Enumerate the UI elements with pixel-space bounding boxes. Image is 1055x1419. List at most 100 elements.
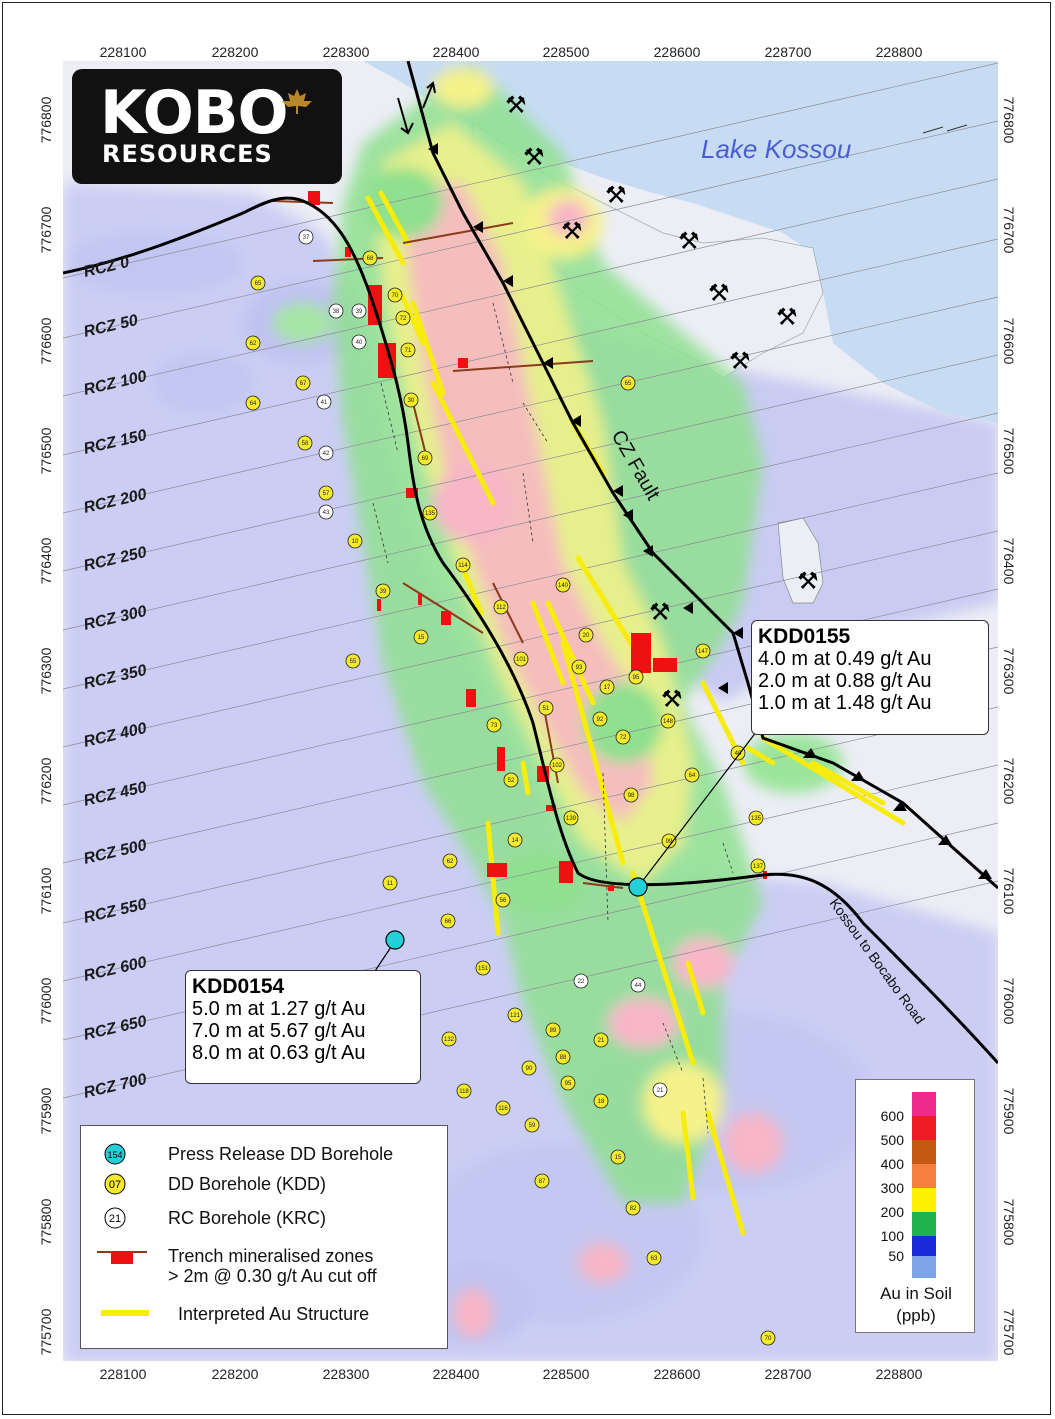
dd-borehole-marker[interactable]: 39 xyxy=(375,583,391,599)
rc-borehole-marker[interactable]: 44 xyxy=(630,977,646,993)
dd-borehole-circle xyxy=(507,1007,523,1023)
dd-borehole-marker[interactable]: 135 xyxy=(748,810,764,826)
rc-borehole-marker[interactable]: 42 xyxy=(318,445,334,461)
dd-borehole-marker[interactable]: 21 xyxy=(593,1032,609,1048)
lake-label: Lake Kossou xyxy=(701,134,851,164)
dd-borehole-marker[interactable]: 10 xyxy=(347,533,363,549)
rc-borehole-marker[interactable]: 43 xyxy=(318,504,334,520)
dd-borehole-marker[interactable]: 55 xyxy=(345,653,361,669)
dd-borehole-marker[interactable]: 62 xyxy=(245,335,261,351)
dd-borehole-marker[interactable]: 116 xyxy=(495,1100,511,1116)
dd-borehole-marker[interactable]: 135 xyxy=(422,505,438,521)
y-tick: 776200 xyxy=(1001,758,1017,805)
dd-borehole-marker[interactable]: 118 xyxy=(456,1083,472,1099)
dd-borehole-label: 20 xyxy=(583,633,590,639)
dd-borehole-marker[interactable]: 151 xyxy=(475,960,491,976)
dd-borehole-marker[interactable]: 139 xyxy=(563,810,579,826)
dd-borehole-marker[interactable]: 137 xyxy=(750,858,766,874)
dd-borehole-marker[interactable]: 89 xyxy=(545,1022,561,1038)
dd-borehole-marker[interactable]: 17 xyxy=(599,679,615,695)
dd-borehole-marker[interactable]: 147 xyxy=(695,643,711,659)
dd-borehole-label: 51 xyxy=(543,706,550,712)
dd-borehole-marker[interactable]: 67 xyxy=(295,375,311,391)
dd-borehole-marker[interactable]: 51 xyxy=(538,700,554,716)
dd-borehole-marker[interactable]: 132 xyxy=(441,1031,457,1047)
dd-borehole-marker[interactable]: 63 xyxy=(646,1250,662,1266)
dd-borehole-circle xyxy=(571,659,587,675)
dd-borehole-marker[interactable]: 68 xyxy=(362,250,378,266)
dd-borehole-marker[interactable]: 101 xyxy=(513,651,529,667)
dd-borehole-marker[interactable]: 57 xyxy=(318,485,334,501)
rc-borehole-marker[interactable]: 40 xyxy=(351,334,367,350)
dd-borehole-marker[interactable]: 70 xyxy=(387,287,403,303)
dd-borehole-marker[interactable]: 14 xyxy=(507,832,523,848)
x-axis-bottom: 228100 228200 228300 228400 228500 22860… xyxy=(100,1366,923,1382)
dd-borehole-marker[interactable]: 59 xyxy=(524,1117,540,1133)
dd-borehole-circle xyxy=(760,1330,776,1346)
dd-borehole-label: 93 xyxy=(576,665,583,671)
dd-borehole-marker[interactable]: 95 xyxy=(560,1075,576,1091)
dd-borehole-marker[interactable]: 112 xyxy=(493,599,509,615)
dd-borehole-marker[interactable]: 140 xyxy=(555,577,571,593)
rc-borehole-label: 37 xyxy=(303,235,310,241)
dd-borehole-marker[interactable]: 73 xyxy=(486,717,502,733)
rc-borehole-marker[interactable]: 37 xyxy=(298,229,314,245)
mine-symbols: ⚒ ⚒ ⚒ ⚒ ⚒ ⚒ ⚒ ⚒ ⚒ ⚒ ⚒ xyxy=(505,92,819,713)
dd-borehole-label: 82 xyxy=(630,1206,637,1212)
dd-borehole-marker[interactable]: 15 xyxy=(610,1149,626,1165)
dd-borehole-marker[interactable]: 64 xyxy=(684,767,700,783)
dd-borehole-marker[interactable]: 62 xyxy=(442,853,458,869)
dd-borehole-marker[interactable]: 65 xyxy=(250,275,266,291)
dd-borehole-marker[interactable]: 87 xyxy=(534,1173,550,1189)
dd-borehole-marker[interactable]: 30 xyxy=(403,392,419,408)
x-tick: 228500 xyxy=(543,1366,590,1382)
dd-borehole-marker[interactable]: 56 xyxy=(495,892,511,908)
dd-borehole-circle xyxy=(684,767,700,783)
rc-borehole-marker[interactable]: 21 xyxy=(652,1082,668,1098)
dd-borehole-marker[interactable]: 11 xyxy=(382,875,398,891)
dd-borehole-marker[interactable]: 72 xyxy=(395,310,411,326)
dd-borehole-marker[interactable]: 148 xyxy=(660,713,676,729)
rc-borehole-marker[interactable]: 39 xyxy=(351,303,367,319)
dd-borehole-marker[interactable]: 99 xyxy=(661,833,677,849)
rc-borehole-marker[interactable]: 41 xyxy=(316,394,332,410)
y-tick: 776700 xyxy=(38,206,54,253)
dd-borehole-marker[interactable]: 52 xyxy=(503,772,519,788)
dd-borehole-marker[interactable]: 121 xyxy=(507,1007,523,1023)
logo-main-text: KOBO xyxy=(100,78,289,148)
dd-borehole-label: 87 xyxy=(539,1179,546,1185)
dd-borehole-label: 63 xyxy=(651,1256,658,1262)
dd-borehole-marker[interactable]: 15 xyxy=(413,629,429,645)
dd-borehole-marker[interactable]: 40 xyxy=(730,745,746,761)
rc-borehole-marker[interactable]: 22 xyxy=(573,973,589,989)
dd-borehole-marker[interactable]: 64 xyxy=(245,395,261,411)
dd-borehole-marker[interactable]: 65 xyxy=(620,375,636,391)
dd-borehole-marker[interactable]: 92 xyxy=(592,711,608,727)
dd-borehole-marker[interactable]: 90 xyxy=(521,1060,537,1076)
dd-borehole-marker[interactable]: 20 xyxy=(578,627,594,643)
legend-row: 154 Press Release DD Borehole xyxy=(81,1142,447,1170)
dd-borehole-marker[interactable]: 71 xyxy=(400,342,416,358)
rc-borehole-marker[interactable]: 38 xyxy=(328,303,344,319)
dd-borehole-circle xyxy=(563,810,579,826)
dd-borehole-marker[interactable]: 58 xyxy=(297,435,313,451)
dd-borehole-marker[interactable]: 88 xyxy=(555,1049,571,1065)
dd-borehole-marker[interactable]: 93 xyxy=(571,659,587,675)
dd-borehole-marker[interactable]: 95 xyxy=(628,669,644,685)
kdd0154-marker[interactable] xyxy=(385,930,405,950)
dd-borehole-marker[interactable]: 114 xyxy=(455,557,471,573)
dd-borehole-marker[interactable]: 66 xyxy=(440,913,456,929)
x-tick: 228300 xyxy=(323,44,370,60)
scale-swatch xyxy=(912,1212,936,1236)
dd-borehole-marker[interactable]: 69 xyxy=(417,450,433,466)
dd-borehole-marker[interactable]: 70 xyxy=(760,1330,776,1346)
dd-borehole-marker[interactable]: 82 xyxy=(625,1200,641,1216)
dd-borehole-marker[interactable]: 98 xyxy=(623,787,639,803)
dd-borehole-circle xyxy=(417,450,433,466)
dd-borehole-label: 18 xyxy=(598,1099,605,1105)
soil-scale: 600 500 400 300 200 100 50 Au in Soil (p… xyxy=(855,1079,975,1333)
kdd0155-marker[interactable] xyxy=(628,877,648,897)
dd-borehole-marker[interactable]: 102 xyxy=(549,757,565,773)
dd-borehole-marker[interactable]: 18 xyxy=(593,1093,609,1109)
dd-borehole-marker[interactable]: 72 xyxy=(615,729,631,745)
